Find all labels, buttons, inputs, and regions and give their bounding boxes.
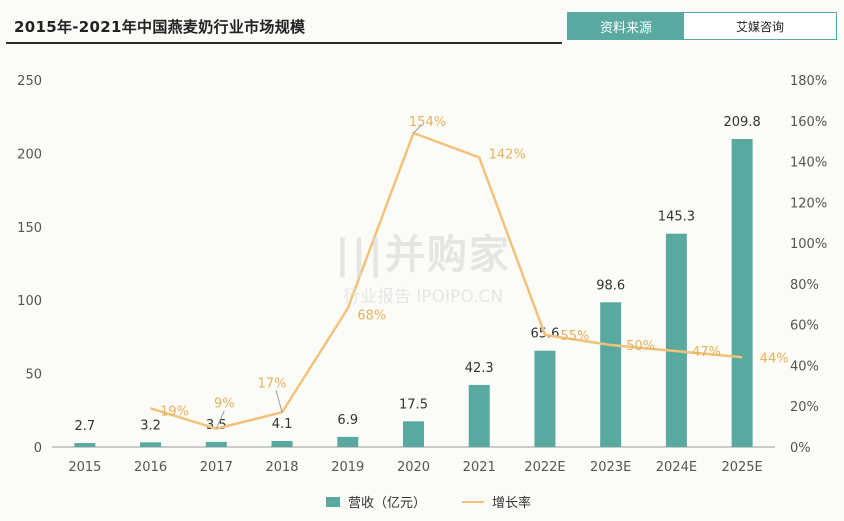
rate-data-label: 17% — [258, 376, 287, 391]
bar — [403, 421, 424, 447]
x-axis-tick: 2020 — [397, 460, 430, 475]
x-axis-tick: 2019 — [331, 460, 364, 475]
right-axis-tick: 40% — [790, 359, 819, 374]
right-axis-tick: 20% — [790, 400, 819, 415]
source-value: 艾媒咨询 — [684, 13, 836, 39]
x-axis-tick: 2016 — [134, 460, 167, 475]
x-axis-tick: 2021 — [463, 460, 496, 475]
x-axis-tick: 2015 — [68, 460, 101, 475]
bar — [74, 443, 96, 447]
right-axis-tick: 120% — [790, 196, 827, 211]
rate-data-label: 47% — [692, 345, 721, 360]
bar — [600, 302, 622, 447]
bar-data-label: 98.6 — [596, 278, 625, 293]
x-axis-tick: 2024E — [656, 460, 697, 475]
left-axis-tick: 200 — [17, 147, 42, 162]
right-axis-tick: 140% — [790, 156, 827, 171]
right-axis-tick: 60% — [790, 319, 819, 334]
right-axis-tick: 0% — [790, 441, 811, 456]
right-axis-tick: 100% — [790, 237, 827, 252]
rate-data-label: 50% — [626, 339, 655, 354]
bar — [205, 441, 227, 447]
right-axis-tick: 180% — [790, 74, 827, 89]
title-underline — [6, 42, 562, 44]
bar — [731, 139, 753, 447]
rate-data-label: 44% — [760, 351, 789, 366]
chart-title: 2015年-2021年中国燕麦奶行业市场规模 — [14, 18, 306, 36]
bar-data-label: 6.9 — [337, 413, 358, 428]
left-axis-tick: 150 — [17, 221, 42, 236]
bar-data-label: 3.2 — [140, 418, 161, 433]
source-box: 资料来源 艾媒咨询 — [567, 12, 837, 40]
source-label: 资料来源 — [568, 13, 684, 39]
x-axis-tick: 2017 — [200, 460, 233, 475]
bar — [534, 350, 556, 447]
rate-data-label: 142% — [489, 147, 526, 162]
rate-data-label: 9% — [214, 397, 235, 412]
label-leader-line — [413, 124, 422, 134]
bar — [271, 440, 293, 447]
left-axis-tick: 100 — [17, 294, 42, 309]
x-axis-tick: 2025E — [721, 460, 762, 475]
rate-data-label: 19% — [160, 404, 189, 419]
legend-bar-label: 营收（亿元） — [348, 496, 427, 511]
legend-line-label: 增长率 — [492, 496, 532, 511]
bar-data-label: 42.3 — [465, 361, 494, 376]
bar-data-label: 145.3 — [658, 210, 695, 225]
legend-bar-swatch — [326, 496, 340, 507]
bar — [140, 442, 162, 447]
bar-data-label: 209.8 — [724, 115, 761, 130]
label-leader-line — [275, 390, 283, 413]
right-axis-tick: 80% — [790, 278, 819, 293]
bar — [665, 233, 687, 447]
bar-data-label: 3.5 — [206, 418, 227, 433]
rate-data-label: 154% — [409, 115, 446, 130]
left-axis-tick: 250 — [17, 74, 42, 89]
chart-header: 2015年-2021年中国燕麦奶行业市场规模 资料来源 艾媒咨询 — [0, 0, 844, 46]
rate-data-label: 55% — [561, 329, 590, 344]
bar — [337, 436, 359, 447]
x-axis-tick: 2018 — [265, 460, 298, 475]
bar-data-label: 2.7 — [75, 419, 96, 434]
x-axis-tick: 2023E — [590, 460, 631, 475]
left-axis-tick: 50 — [25, 368, 42, 383]
legend-line-swatch — [462, 500, 485, 503]
legend: 营收（亿元） 增长率 — [326, 492, 531, 511]
growth-rate-line — [150, 131, 743, 430]
label-leader-line — [215, 410, 225, 429]
x-axis-tick: 2022E — [524, 460, 565, 475]
bar-data-label: 4.1 — [272, 417, 293, 432]
left-axis-tick: 0 — [34, 441, 42, 456]
bar-data-label: 17.5 — [399, 397, 428, 412]
rate-data-label: 68% — [357, 308, 386, 323]
right-axis-tick: 160% — [790, 115, 827, 130]
bar — [468, 384, 490, 447]
